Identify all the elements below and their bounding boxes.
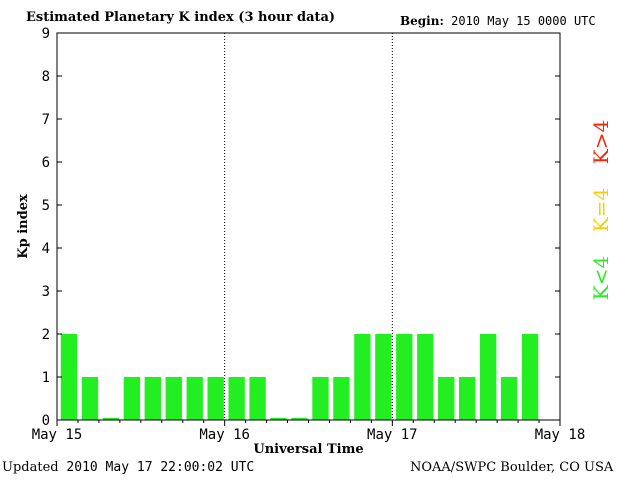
kp-bar	[270, 417, 287, 420]
bars-group	[60, 334, 539, 420]
credit-text: NOAA/SWPC Boulder, CO USA	[410, 460, 614, 475]
updated-info: Updated 2010 May 17 22:00:02 UTC	[2, 460, 254, 475]
y-tick-label: 8	[42, 69, 50, 85]
legend-item: K>4	[589, 120, 613, 164]
kp-bar	[459, 377, 476, 420]
kp-bar	[144, 377, 161, 420]
y-tick-label: 6	[42, 155, 50, 171]
updated-value: 2010 May 17 22:00:02 UTC	[66, 460, 255, 475]
kp-bar	[291, 417, 308, 420]
kp-bar	[333, 377, 350, 420]
kp-bar	[417, 334, 434, 420]
y-axis: 0 1 2 3 4 5 6 7 8 9	[42, 26, 560, 429]
x-axis-label: Universal Time	[253, 442, 363, 457]
y-tick-label: 5	[42, 198, 50, 214]
kp-bar	[375, 334, 392, 420]
begin-info: Begin: 2010 May 15 0000 UTC	[400, 14, 596, 28]
kp-bar	[354, 334, 371, 420]
kp-bar	[479, 334, 497, 420]
y-tick-label: 4	[42, 241, 50, 257]
x-axis: May 15 May 16 May 17 May 18	[32, 420, 586, 443]
kp-bar	[312, 377, 329, 420]
kp-bar	[396, 334, 413, 420]
x-tick-label: May 17	[367, 427, 418, 443]
kp-bar	[165, 377, 182, 420]
updated-label: Updated	[2, 460, 59, 475]
y-tick-label: 9	[42, 26, 50, 42]
y-tick-label: 0	[42, 413, 50, 429]
y-tick-label: 1	[42, 370, 50, 386]
legend-item: K=4	[589, 188, 613, 232]
legend: K<4 K=4 K>4	[589, 120, 613, 300]
kp-bar	[81, 377, 99, 420]
kp-bar	[521, 334, 539, 420]
kp-bar	[438, 377, 455, 420]
kp-bar	[123, 377, 141, 420]
x-tick-label: May 15	[32, 427, 83, 443]
kp-bar	[60, 334, 78, 420]
chart-title: Estimated Planetary K index (3 hour data…	[26, 10, 336, 25]
begin-value: 2010 May 15 0000 UTC	[451, 14, 596, 28]
y-tick-label: 7	[42, 112, 50, 128]
y-tick-label: 2	[42, 327, 50, 343]
x-tick-label: May 18	[535, 427, 586, 443]
y-axis-label: Kp index	[16, 194, 31, 259]
kp-bar	[228, 377, 245, 420]
kp-bar	[207, 377, 224, 420]
kp-bar	[249, 377, 266, 420]
legend-item: K<4	[589, 256, 613, 300]
kp-bar	[500, 377, 518, 420]
x-tick-label: May 16	[199, 427, 250, 443]
kp-bar	[186, 377, 203, 420]
kp-bar	[102, 417, 120, 420]
begin-label: Begin:	[400, 14, 444, 28]
y-tick-label: 3	[42, 284, 50, 300]
